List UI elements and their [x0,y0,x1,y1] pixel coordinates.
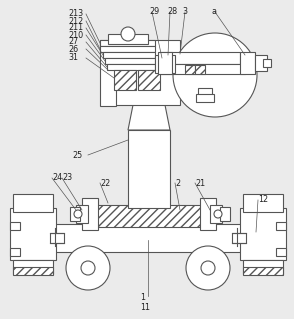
Bar [105,58,155,64]
Bar [138,70,160,90]
Bar [82,198,98,230]
Text: 26: 26 [68,44,78,54]
Bar [114,70,136,90]
Text: 213: 213 [68,10,83,19]
Polygon shape [128,100,170,130]
Text: 23: 23 [62,174,72,182]
Text: 25: 25 [72,151,82,160]
Bar [232,233,246,243]
Bar [276,222,286,230]
Circle shape [81,261,95,275]
Bar [243,260,283,274]
Bar [158,52,172,74]
Bar [10,222,20,230]
Bar [70,207,80,221]
Bar [100,40,116,106]
Circle shape [201,261,215,275]
Circle shape [66,246,110,290]
Bar [128,130,170,208]
Text: 28: 28 [167,8,177,17]
Bar [155,55,175,73]
Bar [76,205,88,223]
Bar [50,233,64,243]
Text: 3: 3 [182,8,187,17]
Bar [255,55,267,71]
Text: 1: 1 [140,293,145,302]
Bar [243,194,283,212]
Bar [13,267,53,275]
Bar [104,59,114,64]
Circle shape [186,246,230,290]
Text: 22: 22 [100,179,110,188]
Bar [107,64,155,70]
Text: 31: 31 [68,54,78,63]
Text: 2: 2 [175,179,180,188]
Circle shape [173,33,257,117]
Bar [95,205,205,227]
Text: a: a [212,8,217,17]
Bar [160,52,240,64]
Bar [220,207,230,221]
Bar [198,88,212,98]
Text: 27: 27 [68,38,78,47]
Bar [102,53,114,58]
Text: 212: 212 [68,17,83,26]
Bar [100,41,114,46]
Bar [110,40,180,105]
Bar [240,208,286,260]
Text: 24: 24 [52,174,62,182]
Text: 21: 21 [195,179,205,188]
Bar [240,52,255,74]
Circle shape [121,27,135,41]
Text: 11: 11 [140,303,150,313]
Bar [108,34,148,44]
Bar [100,40,155,46]
Bar [276,248,286,256]
Circle shape [74,210,82,218]
Circle shape [214,210,222,218]
Bar [243,267,283,275]
Bar [134,65,164,102]
Bar [10,208,56,260]
Text: 12: 12 [258,196,268,204]
Text: 210: 210 [68,31,83,40]
Bar [210,205,222,223]
Bar [52,224,250,252]
Text: 29: 29 [149,8,159,17]
Bar [185,65,195,74]
Bar [200,198,216,230]
Bar [13,194,53,212]
Bar [263,59,271,67]
Bar [160,64,245,74]
Bar [195,65,205,74]
Bar [100,46,155,52]
Text: 211: 211 [68,24,83,33]
Bar [196,94,214,102]
Bar [10,248,20,256]
Bar [103,52,155,58]
Bar [13,260,53,274]
Bar [100,47,114,52]
